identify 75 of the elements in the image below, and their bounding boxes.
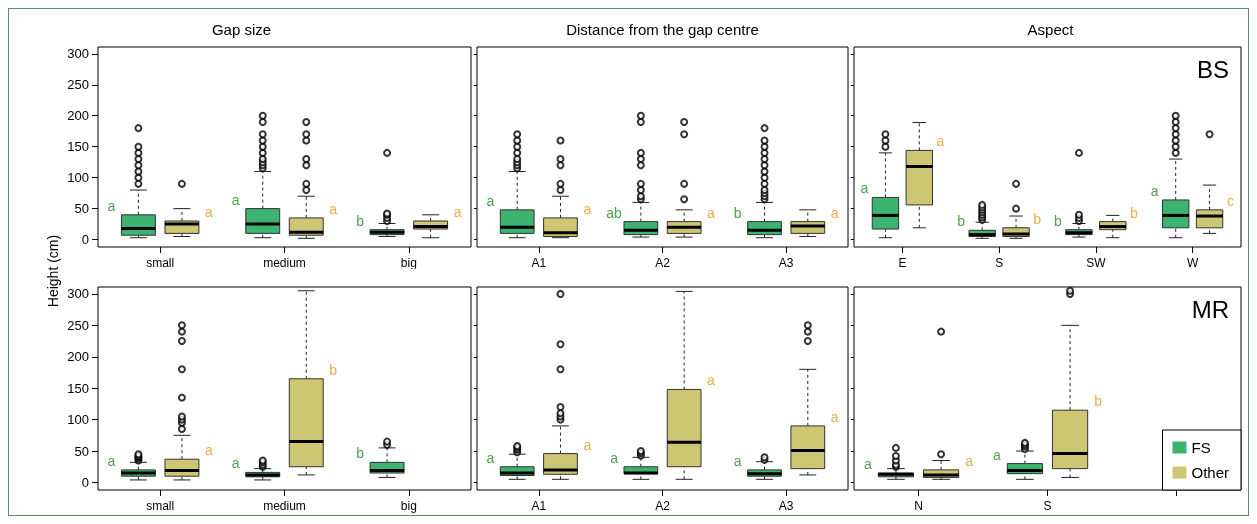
legend-label: Other [1191,464,1229,481]
text: a [107,452,116,469]
x-tick-label: small [146,256,175,270]
x-tick-label: medium [263,499,306,513]
text: a [486,449,495,466]
y-tick-label: 250 [67,317,89,333]
y-tick-label: 300 [67,46,89,62]
x-tick-label: S [1043,499,1052,513]
x-tick-label: A1 [531,256,547,270]
x-tick-label: W [1186,256,1199,270]
x-tick-label: small [146,499,175,513]
text: a [205,442,213,459]
text: a [205,203,213,220]
text: a [1150,182,1159,199]
legend-label: FS [1191,439,1211,456]
x-tick-label: N [914,499,923,513]
text: b [1054,212,1062,229]
y-tick-label: 100 [67,412,89,428]
text: a [610,449,618,466]
text: a [329,200,338,217]
x-tick-label: SW [1086,256,1107,270]
x-tick-label: E [898,256,907,270]
text: a [936,133,945,150]
text: a [707,372,715,389]
y-tick-label: 200 [67,349,89,365]
annotation: MR [1191,295,1229,323]
text: a [864,456,872,473]
text: b [957,213,966,230]
text: a [860,180,869,197]
text: b [1094,393,1102,410]
text: b [1033,210,1041,227]
text: a [486,192,495,209]
text: b [329,361,338,378]
text: a [231,455,240,472]
y-tick-label: 100 [67,170,89,186]
x-tick-label: big [400,499,417,513]
text: a [583,436,592,453]
x-tick-label: S [995,256,1004,270]
y-tick-label: 150 [67,380,89,396]
annotation: BS [1196,55,1229,83]
text: b [356,212,364,229]
x-tick-label: big [400,256,417,270]
chart-title: Distance from the gap centre [566,21,759,38]
text: a [583,200,592,217]
y-tick-label: 300 [67,286,89,302]
text: b [356,445,364,462]
text: a [453,203,462,220]
text: b [1129,204,1138,221]
y-tick-label: 250 [67,77,89,93]
chart-title: Aspect [1027,21,1075,38]
y-tick-label: 200 [67,108,89,124]
text: ab [606,204,622,221]
y-axis-title: Height (cm) [45,234,61,308]
y-tick-label: 0 [81,232,89,248]
text: a [231,191,240,208]
x-tick-label: A3 [778,499,794,513]
x-tick-label: A2 [655,499,671,513]
x-tick-label: A2 [655,256,671,270]
text: a [707,204,715,221]
text: b [733,204,742,221]
text: a [107,197,116,214]
y-tick-label: 150 [67,139,89,155]
text: c [1227,192,1235,209]
text: a [733,452,742,469]
text: a [965,452,973,469]
y-tick-label: 0 [81,474,89,490]
x-tick-label: A3 [778,256,794,270]
y-tick-label: 50 [74,201,89,217]
x-tick-label: medium [263,256,306,270]
text: a [993,446,1001,463]
text: a [830,408,839,425]
y-tick-label: 50 [74,443,89,459]
x-tick-label: A1 [531,499,547,513]
chart-title: Gap size [211,21,272,38]
text: a [830,204,839,221]
